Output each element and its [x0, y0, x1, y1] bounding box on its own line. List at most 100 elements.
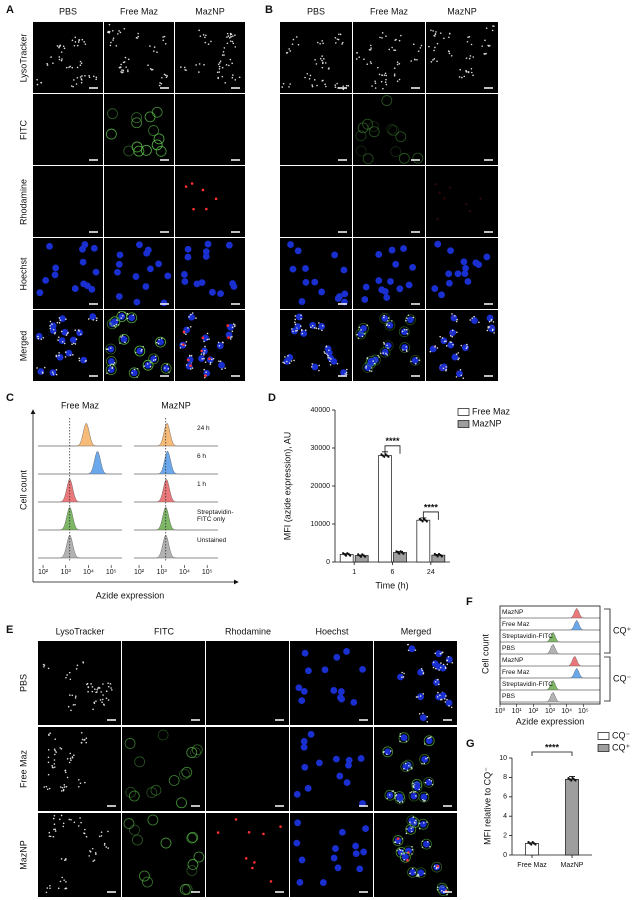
lysosome	[417, 50, 420, 52]
membrane-signal	[147, 814, 159, 826]
nucleus	[293, 790, 301, 798]
lysosome	[205, 371, 207, 374]
nucleus	[229, 280, 237, 287]
lysosome	[84, 828, 86, 831]
x-tick-label: 10⁴	[561, 708, 572, 715]
rhodamine-signal	[201, 188, 205, 192]
lysosome	[361, 335, 364, 338]
rhodamine-signal	[450, 331, 453, 335]
lysosome	[321, 40, 324, 42]
nucleus	[302, 278, 310, 286]
nucleus	[419, 820, 427, 828]
lysosome	[188, 355, 191, 357]
lysosome	[438, 669, 440, 671]
lysosome	[65, 887, 68, 890]
lysosome	[154, 358, 157, 361]
lysosome	[69, 65, 71, 68]
lysosome	[388, 48, 391, 51]
lysosome	[400, 34, 402, 37]
lysosome	[62, 45, 65, 48]
membrane-signal	[142, 359, 154, 371]
histogram-peak	[134, 423, 218, 447]
lysosome	[416, 696, 419, 698]
rhodamine-signal	[443, 197, 446, 200]
lysosome	[231, 330, 234, 333]
membrane-signal	[419, 754, 430, 765]
lysosome	[469, 319, 472, 321]
histogram-peak	[500, 655, 600, 667]
rhodamine-signal	[406, 858, 409, 862]
lysosome	[311, 84, 313, 86]
membrane-signal	[415, 867, 427, 879]
nucleus	[332, 755, 340, 763]
nucleus	[381, 348, 389, 356]
lysosome	[450, 54, 453, 57]
rhodamine-signal	[204, 374, 207, 377]
lysosome	[187, 327, 189, 329]
lysosome	[99, 699, 102, 701]
column-label: Hoechst	[315, 626, 349, 636]
lysosome	[465, 57, 468, 59]
lysosome	[116, 319, 118, 321]
lysosome	[65, 880, 67, 883]
nucleus	[409, 868, 416, 876]
lysosome	[149, 365, 152, 368]
lysosome	[47, 756, 50, 759]
lysosome	[393, 74, 396, 77]
lysosome	[70, 818, 72, 821]
lysosome	[48, 835, 51, 838]
lysosome	[47, 667, 50, 670]
y-tick-label: 10000	[311, 521, 331, 528]
lysosome	[204, 361, 207, 363]
membrane-signal	[437, 885, 449, 897]
lysosome	[207, 43, 210, 45]
lysosome	[356, 333, 358, 336]
nucleus	[298, 856, 306, 864]
x-tick-label: 10⁰	[495, 707, 506, 715]
lysosome	[387, 320, 389, 322]
lysosome	[455, 320, 458, 323]
lysosome	[111, 29, 114, 32]
lysosome	[484, 39, 486, 42]
lysosome	[115, 323, 118, 326]
nucleus	[321, 666, 329, 674]
x-tick-label: MazNP	[561, 862, 584, 869]
lysosome	[120, 336, 122, 338]
lysosome	[406, 328, 408, 331]
lysosome	[406, 332, 409, 335]
membrane-signal	[398, 152, 410, 164]
nucleus	[204, 240, 212, 248]
micrograph-background	[426, 22, 498, 93]
lysosome	[95, 319, 98, 322]
column-label: PBS	[307, 6, 325, 16]
y-axis-label: MFI relative to CQ⁻	[482, 767, 492, 845]
nucleus	[150, 355, 157, 363]
nucleus	[114, 268, 121, 276]
lysosome	[37, 337, 40, 340]
lysosome	[414, 649, 417, 651]
lysosome	[55, 354, 58, 357]
lysosome	[53, 759, 56, 761]
x-tick-label: Free Maz	[517, 862, 547, 869]
lysosome	[112, 39, 114, 41]
replicate-dot	[349, 554, 352, 557]
lysosome	[469, 55, 472, 57]
lysosome	[120, 63, 122, 66]
lysosome	[73, 44, 76, 47]
nucleus	[388, 246, 396, 254]
lysosome	[383, 750, 385, 753]
lysosome	[50, 56, 52, 58]
lysosome	[121, 69, 123, 71]
lysosome	[40, 81, 43, 84]
lysosome	[391, 320, 393, 322]
nucleus	[128, 314, 136, 322]
lysosome	[442, 663, 445, 666]
lysosome	[77, 329, 80, 331]
lysosome	[60, 59, 63, 62]
nucleus	[400, 734, 408, 742]
lysosome	[431, 783, 434, 786]
lysosome	[164, 42, 167, 45]
legend-swatch	[457, 408, 470, 416]
membrane-signal	[105, 364, 117, 376]
lysosome	[418, 822, 421, 825]
